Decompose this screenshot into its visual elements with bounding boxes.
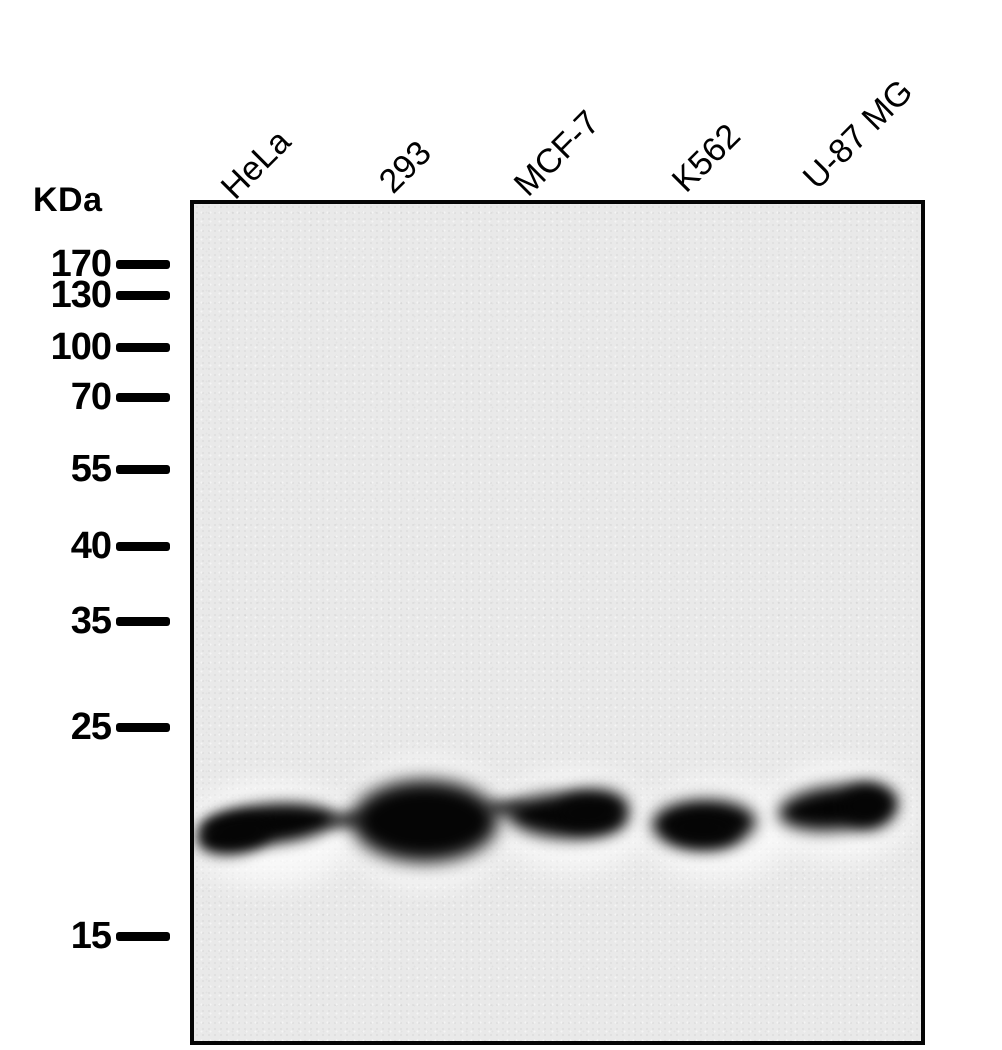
marker-tick bbox=[116, 617, 170, 626]
lane-label: HeLa bbox=[213, 122, 299, 207]
marker-label: 70 bbox=[70, 376, 112, 418]
marker-tick bbox=[116, 291, 170, 300]
marker-tick bbox=[116, 260, 170, 269]
protein-band bbox=[352, 780, 498, 862]
marker-tick bbox=[116, 542, 170, 551]
marker-tick bbox=[116, 932, 170, 941]
marker-tick bbox=[116, 465, 170, 474]
lane-label: K562 bbox=[664, 116, 748, 200]
marker-tick bbox=[116, 723, 170, 732]
marker-label: 55 bbox=[70, 448, 112, 490]
marker-label: 15 bbox=[70, 915, 112, 957]
marker-label: 35 bbox=[70, 600, 112, 642]
marker-label: 170 bbox=[50, 243, 112, 285]
lane-label: U-87 MG bbox=[795, 72, 921, 197]
marker-tick bbox=[116, 393, 170, 402]
blot-panel bbox=[190, 200, 925, 1045]
marker-tick bbox=[116, 343, 170, 352]
unit-label: KDa bbox=[33, 181, 103, 219]
protein-band bbox=[842, 784, 894, 828]
bands-layer bbox=[194, 204, 921, 1041]
marker-label: 100 bbox=[50, 326, 112, 368]
marker-label: 40 bbox=[70, 525, 112, 567]
marker-label: 130 bbox=[50, 274, 112, 316]
lane-label: MCF-7 bbox=[506, 103, 608, 204]
marker-label: 25 bbox=[70, 706, 112, 748]
lane-label: 293 bbox=[371, 133, 439, 201]
